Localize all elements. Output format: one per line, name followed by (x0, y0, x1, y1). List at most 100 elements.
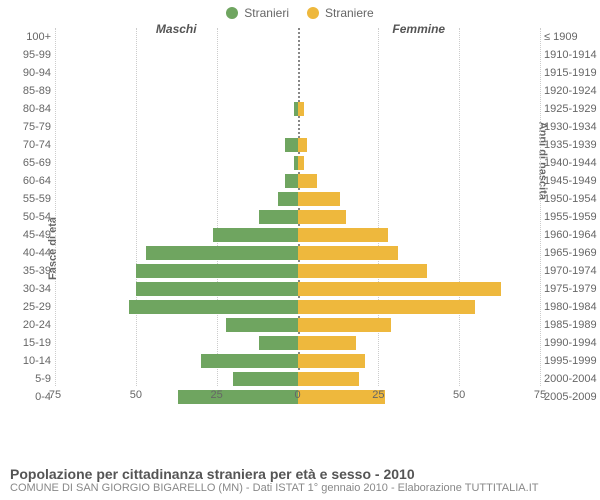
bar-male (259, 336, 298, 350)
bar-row (55, 46, 540, 64)
legend-swatch-male (226, 7, 238, 19)
age-group-label: 75-79 (0, 118, 55, 136)
x-tick: 75 (534, 389, 546, 401)
age-group-label: 95-99 (0, 46, 55, 64)
bar-row (55, 154, 540, 172)
legend-swatch-female (307, 7, 319, 19)
bar-female (298, 372, 359, 386)
birth-year-label: 1960-1964 (540, 226, 600, 244)
age-group-label: 40-44 (0, 244, 55, 262)
age-group-label: 100+ (0, 28, 55, 46)
birth-year-label: 1975-1979 (540, 280, 600, 298)
bar-female (298, 300, 476, 314)
chart-title: Popolazione per cittadinanza straniera p… (10, 466, 590, 482)
y-axis-right-ticks: ≤ 19091910-19141915-19191920-19241925-19… (540, 28, 600, 406)
bar-male (136, 282, 298, 296)
bar-row (55, 262, 540, 280)
bar-row (55, 82, 540, 100)
birth-year-label: ≤ 1909 (540, 28, 600, 46)
bar-male (278, 192, 297, 206)
birth-year-label: 1935-1939 (540, 136, 600, 154)
bar-row (55, 172, 540, 190)
bar-female (298, 102, 304, 116)
bar-male (285, 174, 298, 188)
x-tick: 50 (130, 389, 142, 401)
bar-female (298, 156, 304, 170)
x-tick: 50 (453, 389, 465, 401)
bars (55, 28, 540, 406)
bar-female (298, 228, 389, 242)
age-group-label: 35-39 (0, 262, 55, 280)
birth-year-label: 1965-1969 (540, 244, 600, 262)
bar-female (298, 174, 317, 188)
bar-male (146, 246, 298, 260)
age-group-label: 30-34 (0, 280, 55, 298)
age-group-label: 70-74 (0, 136, 55, 154)
age-group-label: 90-94 (0, 64, 55, 82)
bar-row (55, 64, 540, 82)
bar-male (285, 138, 298, 152)
birth-year-label: 2005-2009 (540, 388, 600, 406)
bar-row (55, 316, 540, 334)
birth-year-label: 1925-1929 (540, 100, 600, 118)
bar-female (298, 282, 502, 296)
birth-year-label: 1915-1919 (540, 64, 600, 82)
bar-row (55, 244, 540, 262)
birth-year-label: 2000-2004 (540, 370, 600, 388)
legend: Stranieri Straniere (0, 0, 600, 20)
age-group-label: 25-29 (0, 298, 55, 316)
bar-male (129, 300, 297, 314)
plot-area: 7550250255075 (55, 28, 540, 406)
bar-row (55, 226, 540, 244)
legend-item-male: Stranieri (226, 6, 289, 20)
birth-year-label: 1945-1949 (540, 172, 600, 190)
bar-male (226, 318, 297, 332)
x-axis: 7550250255075 (55, 386, 540, 406)
birth-year-label: 1910-1914 (540, 46, 600, 64)
age-group-label: 0-4 (0, 388, 55, 406)
x-tick: 25 (211, 389, 223, 401)
age-group-label: 85-89 (0, 82, 55, 100)
grid-line (540, 28, 541, 386)
legend-item-female: Straniere (307, 6, 374, 20)
bar-male (213, 228, 297, 242)
birth-year-label: 1985-1989 (540, 316, 600, 334)
bar-male (201, 354, 298, 368)
bar-female (298, 192, 340, 206)
age-group-label: 10-14 (0, 352, 55, 370)
population-pyramid-chart: Stranieri Straniere Maschi Femmine Fasce… (0, 0, 600, 500)
birth-year-label: 1930-1934 (540, 118, 600, 136)
birth-year-label: 1920-1924 (540, 82, 600, 100)
age-group-label: 50-54 (0, 208, 55, 226)
bar-female (298, 336, 356, 350)
birth-year-label: 1955-1959 (540, 208, 600, 226)
bar-male (233, 372, 298, 386)
bar-row (55, 298, 540, 316)
x-tick: 75 (49, 389, 61, 401)
age-group-label: 80-84 (0, 100, 55, 118)
bar-female (298, 246, 398, 260)
bar-female (298, 264, 427, 278)
bar-male (136, 264, 298, 278)
age-group-label: 5-9 (0, 370, 55, 388)
bar-row (55, 334, 540, 352)
birth-year-label: 1970-1974 (540, 262, 600, 280)
bar-row (55, 118, 540, 136)
birth-year-label: 1995-1999 (540, 352, 600, 370)
age-group-label: 55-59 (0, 190, 55, 208)
x-tick: 0 (294, 389, 300, 401)
bar-male (259, 210, 298, 224)
legend-label-male: Stranieri (244, 6, 289, 20)
bar-row (55, 280, 540, 298)
age-group-label: 15-19 (0, 334, 55, 352)
age-group-label: 45-49 (0, 226, 55, 244)
birth-year-label: 1980-1984 (540, 298, 600, 316)
x-tick: 25 (372, 389, 384, 401)
bar-row (55, 352, 540, 370)
birth-year-label: 1950-1954 (540, 190, 600, 208)
bar-row (55, 136, 540, 154)
chart-subtitle: COMUNE DI SAN GIORGIO BIGARELLO (MN) - D… (10, 482, 590, 494)
bar-row (55, 190, 540, 208)
footer: Popolazione per cittadinanza straniera p… (10, 466, 590, 494)
age-group-label: 60-64 (0, 172, 55, 190)
